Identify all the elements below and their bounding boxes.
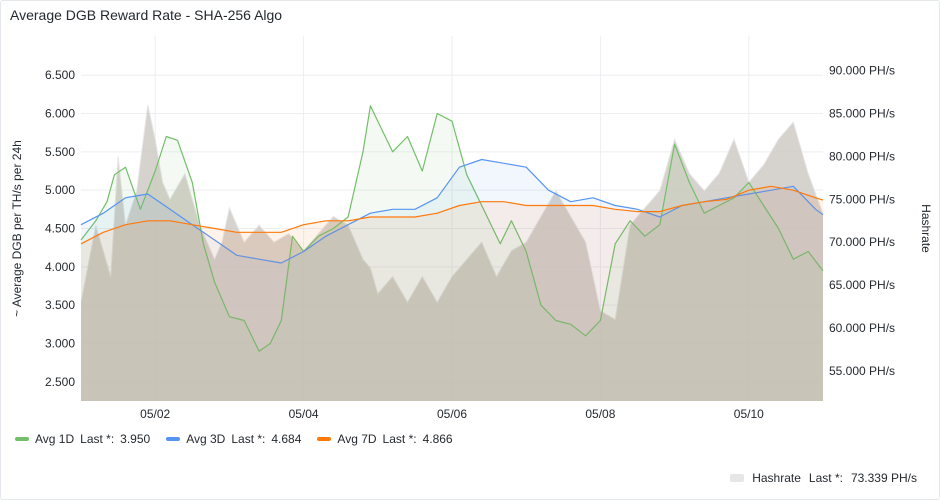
legend-last-value-avg-1d: 3.950 [120, 432, 151, 446]
y-tick-label: 3.000 [45, 337, 75, 351]
x-tick-label: 05/02 [140, 407, 170, 421]
legend-label-avg-3d: Avg 3D [186, 432, 226, 446]
chart-svg[interactable]: 2.500 3.000 3.500 4.000 4.500 5.000 5.500 6.000… [1, 1, 939, 431]
series-avg-1d-line[interactable] [80, 105, 824, 352]
legend-label-hashrate: Hashrate [752, 471, 801, 485]
legend-last-value-avg-3d: 4.684 [271, 432, 302, 446]
y2-tick-label: 75.000 PH/s [829, 192, 895, 206]
legend-last-value-hashrate: 73.339 PH/s [850, 471, 917, 485]
y-tick-label: 5.000 [45, 183, 75, 197]
y2-tick-label: 80.000 PH/s [829, 149, 895, 163]
y-tick-label: 3.500 [45, 298, 75, 312]
series-avg-1d-area [81, 105, 823, 402]
y-tick-label: 5.500 [45, 145, 75, 159]
legend-last-value-avg-7d: 4.866 [422, 432, 453, 446]
legend-swatch-avg-7d [317, 437, 332, 441]
y2-tick-label: 55.000 PH/s [829, 364, 895, 378]
legend-label-avg-1d: Avg 1D [35, 432, 75, 446]
panel-title[interactable]: Average DGB Reward Rate - SHA-256 Algo [10, 7, 283, 23]
x-tick-label: 05/06 [437, 407, 467, 421]
legend-item-hashrate[interactable]: Hashrate Last *: 73.339 PH/s [730, 471, 917, 485]
y-tick-label: 6.500 [45, 68, 75, 82]
legend-swatch-avg-1d [15, 437, 29, 441]
legend-label-avg-7d: Avg 7D [337, 432, 377, 446]
legend-swatch-avg-3d [166, 437, 181, 441]
series-hashrate-line[interactable] [80, 104, 824, 321]
y2-tick-label: 60.000 PH/s [829, 321, 895, 335]
legend-last-label-avg-3d: Last *: [231, 432, 266, 446]
legend-item-avg-3d[interactable]: Avg 3D Last *: 4.684 [166, 432, 301, 446]
y-tick-label: 6.000 [45, 107, 75, 121]
y-tick-label: 2.500 [45, 375, 75, 389]
series-avg-3d-area [81, 159, 823, 401]
y2-tick-label: 85.000 PH/s [829, 107, 895, 121]
y2-axis-title: Hashrate [919, 204, 933, 253]
x-tick-label: 05/04 [289, 407, 319, 421]
y2-tick-label: 65.000 PH/s [829, 278, 895, 292]
legend: Avg 1D Last *: 3.950 Avg 3D Last *: 4.68… [15, 432, 453, 446]
y-tick-label: 4.000 [45, 260, 75, 274]
y-tick-label: 4.500 [45, 222, 75, 236]
legend-last-label-hashrate: Last *: [808, 471, 843, 485]
y2-tick-label: 90.000 PH/s [829, 64, 895, 78]
legend-last-label-avg-1d: Last *: [80, 432, 115, 446]
legend-item-avg-7d[interactable]: Avg 7D Last *: 4.866 [317, 432, 453, 446]
series-avg-7d-line[interactable] [80, 185, 824, 245]
x-tick-label: 05/10 [734, 407, 764, 421]
legend-item-avg-1d[interactable]: Avg 1D Last *: 3.950 [15, 432, 150, 446]
legend-last-label-avg-7d: Last *: [382, 432, 417, 446]
y-axis-title: ~ Average DGB per TH/s per 24h [10, 140, 24, 317]
y2-tick-label: 70.000 PH/s [829, 235, 895, 249]
series-avg-7d-area [81, 186, 823, 401]
legend-swatch-hashrate [730, 474, 745, 482]
x-tick-label: 05/08 [585, 407, 615, 421]
series-hashrate-area [81, 104, 823, 402]
